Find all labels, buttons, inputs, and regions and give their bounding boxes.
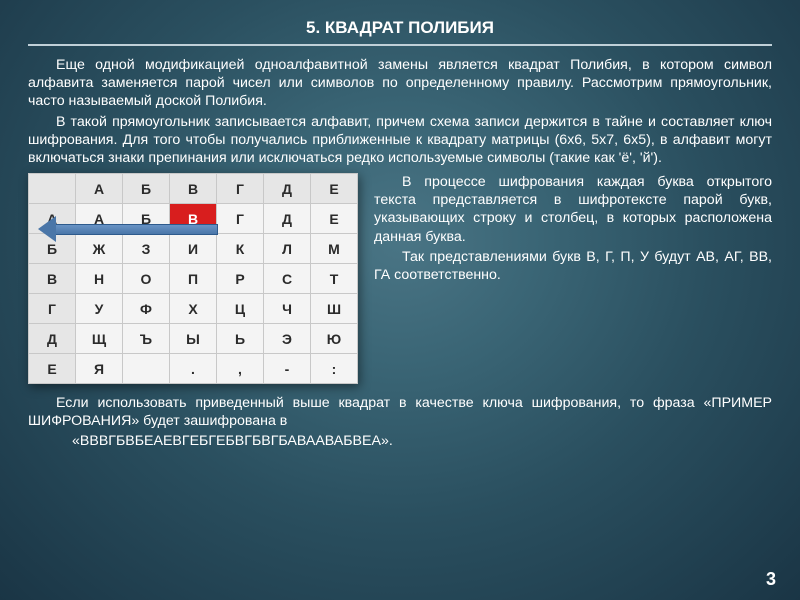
table-cell: Ц <box>217 294 264 324</box>
table-cell <box>123 354 170 384</box>
table-cell: Т <box>311 264 358 294</box>
page-number: 3 <box>766 569 776 590</box>
table-cell: Ы <box>170 324 217 354</box>
side-text: В процессе шифрования каждая буква откры… <box>374 173 772 286</box>
table-cell: М <box>311 234 358 264</box>
middle-row: АБВГДЕ ААБВГДЕБЖЗИКЛМВНОПРСТГУФХЦЧШДЩЪЫЬ… <box>28 173 772 384</box>
table-cell: П <box>170 264 217 294</box>
col-header: Е <box>311 174 358 204</box>
table-cell: Г <box>217 204 264 234</box>
table-cell: Ш <box>311 294 358 324</box>
table-cell: А <box>76 204 123 234</box>
bottom-paragraph: Если использовать приведенный выше квадр… <box>28 394 772 430</box>
table-cell: Ф <box>123 294 170 324</box>
polybius-table: АБВГДЕ ААБВГДЕБЖЗИКЛМВНОПРСТГУФХЦЧШДЩЪЫЬ… <box>28 173 358 384</box>
table-cell: Ж <box>76 234 123 264</box>
paragraph-1: Еще одной модификацией одноалфавитной за… <box>28 56 772 111</box>
row-header: Е <box>29 354 76 384</box>
table-cell: В <box>170 204 217 234</box>
paragraph-2: В такой прямоугольник записывается алфав… <box>28 113 772 168</box>
table-cell: Л <box>264 234 311 264</box>
col-header: Д <box>264 174 311 204</box>
row-header: Д <box>29 324 76 354</box>
col-header: В <box>170 174 217 204</box>
col-header: Г <box>217 174 264 204</box>
polybius-table-wrap: АБВГДЕ ААБВГДЕБЖЗИКЛМВНОПРСТГУФХЦЧШДЩЪЫЬ… <box>28 173 358 384</box>
table-cell: Р <box>217 264 264 294</box>
table-cell: Х <box>170 294 217 324</box>
table-cell: Щ <box>76 324 123 354</box>
row-header: В <box>29 264 76 294</box>
table-cell: - <box>264 354 311 384</box>
bottom-block: Если использовать приведенный выше квадр… <box>28 394 772 451</box>
table-cell: У <box>76 294 123 324</box>
table-cell: Б <box>123 204 170 234</box>
table-cell: Ь <box>217 324 264 354</box>
row-header: А <box>29 204 76 234</box>
table-cell: С <box>264 264 311 294</box>
col-header: А <box>76 174 123 204</box>
table-cell: Е <box>311 204 358 234</box>
table-cell: Я <box>76 354 123 384</box>
row-header: Б <box>29 234 76 264</box>
side-paragraph-2: Так представлениями букв В, Г, П, У буду… <box>374 248 772 284</box>
row-header: Г <box>29 294 76 324</box>
cipher-result: «ВВВГБВБЕАЕВГЕБГЕБВГБВГБАВААВАБВЕА». <box>28 432 772 450</box>
table-cell: Ч <box>264 294 311 324</box>
table-cell: , <box>217 354 264 384</box>
page-title: 5. КВАДРАТ ПОЛИБИЯ <box>28 18 772 46</box>
side-paragraph-1: В процессе шифрования каждая буква откры… <box>374 173 772 246</box>
table-cell: О <box>123 264 170 294</box>
table-cell: Д <box>264 204 311 234</box>
col-header: Б <box>123 174 170 204</box>
table-cell: Ъ <box>123 324 170 354</box>
table-cell: Н <box>76 264 123 294</box>
table-cell: Э <box>264 324 311 354</box>
table-cell: К <box>217 234 264 264</box>
table-corner <box>29 174 76 204</box>
table-cell: Ю <box>311 324 358 354</box>
table-cell: : <box>311 354 358 384</box>
table-cell: И <box>170 234 217 264</box>
table-cell: З <box>123 234 170 264</box>
table-cell: . <box>170 354 217 384</box>
